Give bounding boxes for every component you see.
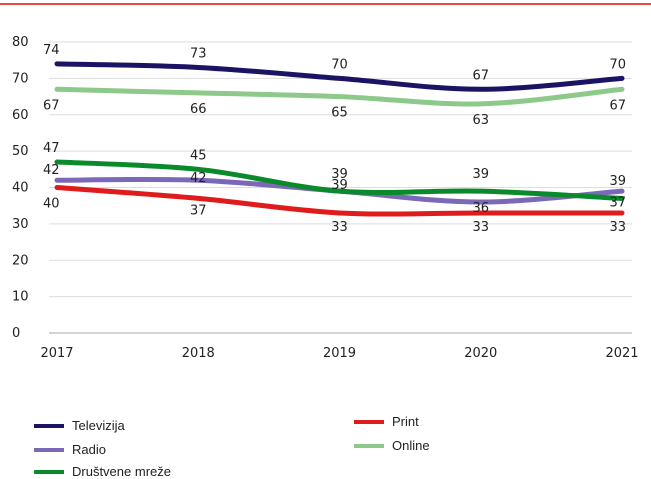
data-label: 40	[43, 197, 60, 212]
data-label: 39	[472, 167, 489, 182]
legend-item-radio: Radio	[34, 442, 106, 457]
series-line-3	[54, 185, 625, 217]
data-label: 70	[331, 57, 348, 72]
data-label: 39	[609, 174, 626, 189]
data-label: 65	[331, 106, 348, 121]
x-tick-label: 2020	[464, 346, 497, 361]
data-label: 63	[472, 113, 489, 128]
data-label: 42	[43, 163, 60, 178]
legend-label-drustvene-mreze: Društvene mreže	[72, 464, 171, 479]
data-label: 74	[43, 43, 60, 58]
legend-label-radio: Radio	[72, 442, 106, 457]
data-label: 39	[331, 178, 348, 193]
legend-item-drustvene-mreze: Društvene mreže	[34, 464, 171, 479]
legend-swatch-drustvene-mreze	[34, 469, 64, 474]
data-label: 33	[609, 220, 626, 235]
data-label: 36	[472, 201, 489, 216]
x-tick-label: 2019	[323, 346, 356, 361]
x-tick-label: 2021	[605, 346, 638, 361]
y-tick-label: 60	[12, 108, 29, 123]
data-label: 37	[609, 195, 626, 210]
data-label: 37	[190, 203, 207, 218]
data-label: 67	[609, 98, 626, 113]
y-tick-label: 10	[12, 290, 29, 305]
line-chart: 0 10 20 30 40 50 60 70 80 2017 2018 2019 2020 2021 7…	[0, 3, 651, 361]
y-tick-label: 80	[12, 35, 29, 50]
x-axis-ticks: 2017 2018 2019 2020 2021	[40, 346, 638, 361]
y-tick-label: 20	[12, 253, 29, 268]
legend-item-print: Print	[354, 414, 419, 429]
series-line-2	[54, 159, 625, 201]
y-axis-ticks: 0 10 20 30 40 50 60 70 80	[12, 35, 29, 341]
data-label: 47	[43, 141, 60, 156]
legend-label-print: Print	[392, 414, 419, 429]
legend-label-online: Online	[392, 438, 430, 453]
y-tick-label: 70	[12, 71, 29, 86]
series-line-4	[54, 86, 625, 107]
x-tick-label: 2017	[40, 346, 73, 361]
data-label: 39	[331, 167, 348, 182]
data-label: 67	[472, 68, 489, 83]
data-label: 33	[472, 220, 489, 235]
x-tick-label: 2018	[182, 346, 215, 361]
legend-swatch-print	[354, 419, 384, 424]
legend-swatch-radio	[34, 447, 64, 452]
legend-swatch-televizija	[34, 423, 64, 428]
legend-item-online: Online	[354, 438, 430, 453]
data-label: 67	[43, 98, 60, 113]
series-lines	[54, 61, 625, 217]
legend-item-televizija: Televizija	[34, 418, 125, 433]
y-tick-label: 30	[12, 217, 29, 232]
data-label: 45	[190, 148, 207, 163]
legend-swatch-online	[354, 443, 384, 448]
data-label: 33	[331, 220, 348, 235]
data-label: 42	[190, 171, 207, 186]
y-tick-label: 50	[12, 144, 29, 159]
y-tick-label: 0	[12, 326, 20, 341]
data-label: 70	[609, 57, 626, 72]
y-tick-label: 40	[12, 181, 29, 196]
series-line-0	[54, 61, 625, 92]
legend-label-televizija: Televizija	[72, 418, 125, 433]
data-label: 66	[190, 102, 207, 117]
data-label: 73	[190, 46, 207, 61]
